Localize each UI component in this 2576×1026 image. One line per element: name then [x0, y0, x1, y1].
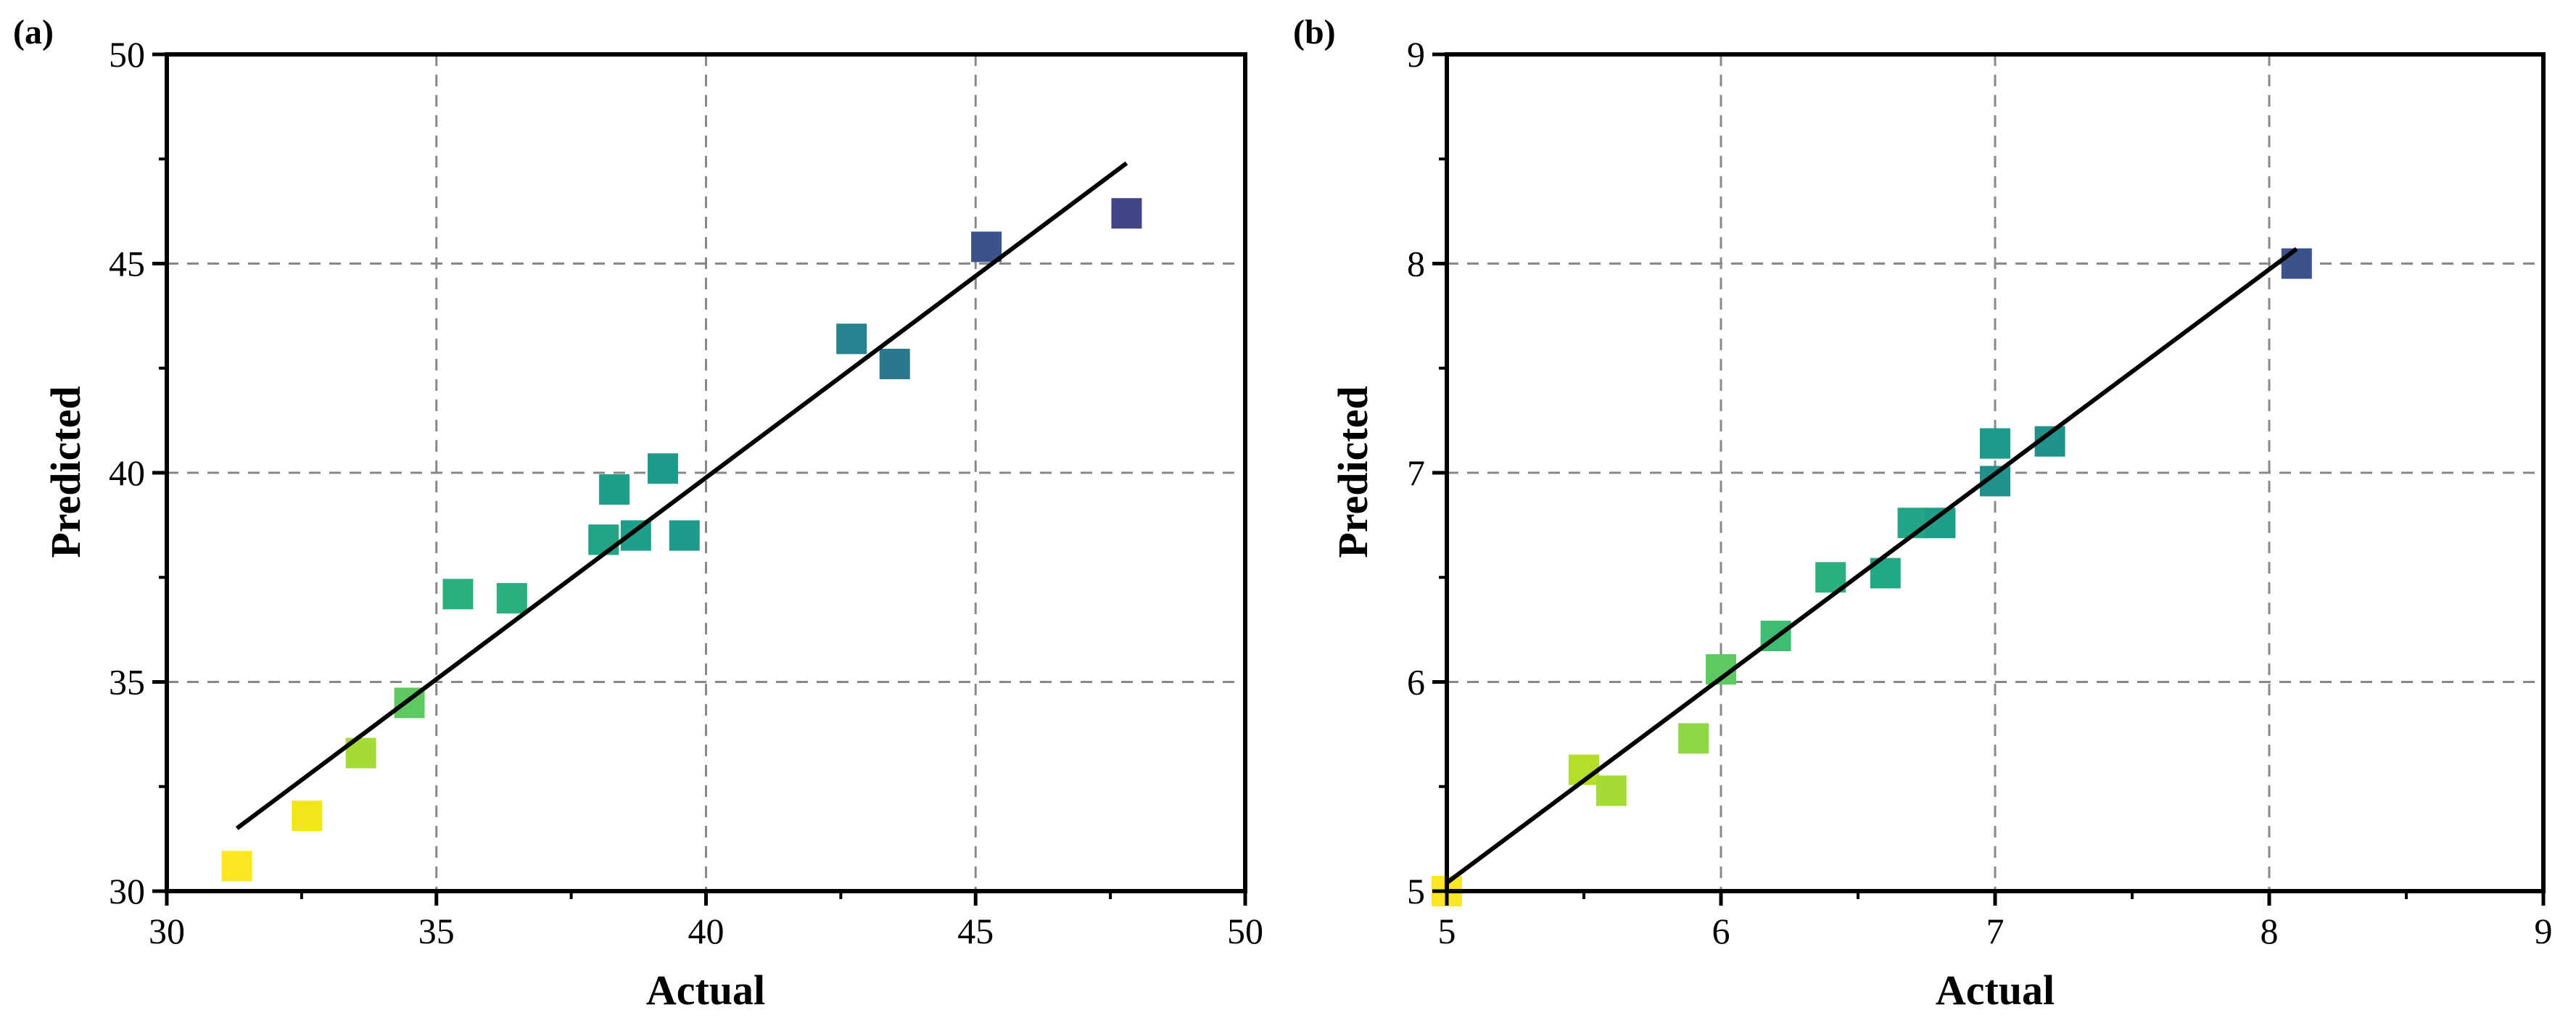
- x-tick-label: 8: [2261, 911, 2279, 951]
- x-tick-label: 40: [688, 911, 724, 951]
- y-tick-label: 45: [109, 244, 145, 284]
- panel-label: (a): [13, 13, 54, 51]
- x-tick-label: 35: [418, 911, 455, 951]
- fit-line: [235, 161, 1128, 830]
- data-point: [836, 323, 867, 355]
- y-tick-label: 9: [1407, 34, 1425, 75]
- y-tick-label: 5: [1407, 871, 1425, 911]
- y-tick-label: 40: [109, 452, 145, 493]
- panel-a: (a) 30 35 40 45 50 30 35 40 45 50 Actual Predicte…: [13, 13, 1263, 1014]
- data-point: [648, 453, 679, 484]
- panel-label: (b): [1293, 13, 1336, 51]
- x-tick-label: 6: [1712, 911, 1730, 951]
- y-tick-label: 50: [109, 34, 145, 75]
- data-point: [879, 348, 910, 379]
- data-point: [599, 474, 630, 505]
- x-tick-label: 50: [1227, 911, 1263, 951]
- x-tick-label: 5: [1438, 911, 1456, 951]
- x-axis-title: Actual: [1936, 967, 2055, 1014]
- x-axis-title: Actual: [646, 967, 765, 1014]
- y-tick-label: 8: [1407, 244, 1425, 284]
- y-tick-label: 7: [1407, 452, 1425, 493]
- data-point: [496, 583, 527, 614]
- data-point: [588, 524, 619, 555]
- data-point: [1980, 428, 2010, 459]
- data-point: [221, 851, 252, 882]
- y-tick-label: 30: [109, 871, 145, 911]
- data-point: [1595, 775, 1627, 806]
- data-point: [1111, 198, 1142, 229]
- y-tick-label: 35: [109, 662, 145, 703]
- data-point: [292, 800, 323, 832]
- y-axis-title: Predicted: [42, 386, 89, 558]
- data-point: [1678, 723, 1709, 754]
- fit-line: [1445, 247, 2298, 885]
- data-point: [669, 520, 700, 551]
- data-point: [442, 579, 474, 610]
- x-tick-label: 30: [149, 911, 185, 951]
- y-axis-title: Predicted: [1329, 386, 1376, 558]
- y-tick-label: 6: [1407, 662, 1425, 703]
- panel-b: (b) 5 6 7 8 9 5 6 7 8 9 Actual Predicted: [1293, 13, 2553, 1014]
- x-tick-label: 7: [1986, 911, 2005, 951]
- data-point: [2281, 248, 2312, 279]
- x-tick-label: 9: [2535, 911, 2553, 951]
- data-point: [971, 231, 1002, 262]
- x-tick-label: 45: [957, 911, 994, 951]
